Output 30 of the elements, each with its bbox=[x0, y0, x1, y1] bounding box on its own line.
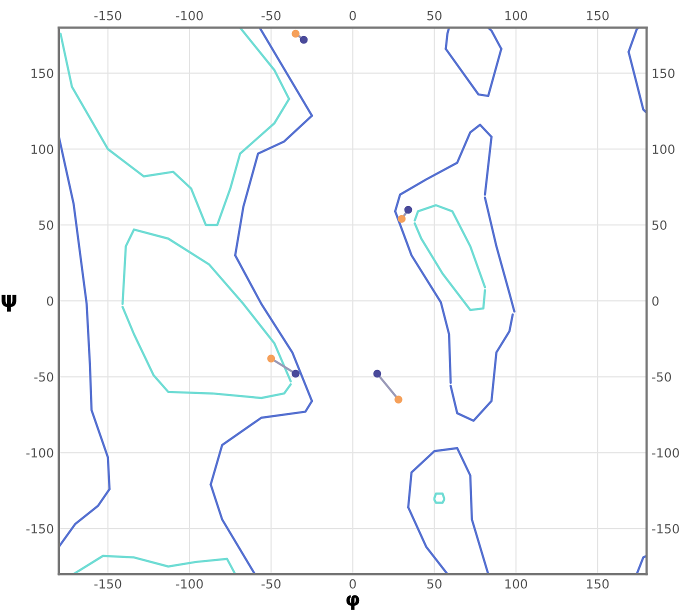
y2-tick-label: -50 bbox=[652, 372, 672, 382]
x-tick-label: 50 bbox=[427, 579, 442, 589]
x-tick-label: -50 bbox=[262, 579, 280, 589]
x-tick-label: 150 bbox=[587, 579, 609, 589]
x2-tick-label: -150 bbox=[94, 10, 122, 20]
y2-tick-label: 0 bbox=[652, 296, 659, 306]
x2-tick-label: -50 bbox=[262, 10, 280, 20]
y-tick-label: -150 bbox=[26, 524, 54, 534]
x-axis-title: φ bbox=[346, 595, 360, 610]
x-tick-label: -100 bbox=[176, 579, 203, 589]
y-tick-label: 100 bbox=[32, 144, 54, 154]
x2-tick-label: 150 bbox=[587, 10, 609, 20]
x2-tick-label: 0 bbox=[350, 10, 356, 20]
y2-tick-label: -100 bbox=[652, 448, 679, 458]
y2-tick-label: -150 bbox=[652, 524, 679, 534]
y-tick-label: 150 bbox=[32, 68, 54, 78]
x-tick-label: -150 bbox=[94, 579, 122, 589]
y-tick-label: -50 bbox=[34, 372, 54, 382]
x-tick-label: 0 bbox=[350, 579, 356, 589]
y2-tick-label: 100 bbox=[652, 144, 674, 154]
y-axis-title: ψ bbox=[2, 294, 16, 312]
y-tick-label: 0 bbox=[46, 296, 54, 306]
x2-tick-label: -100 bbox=[176, 10, 203, 20]
y2-tick-label: 150 bbox=[652, 68, 674, 78]
x2-tick-label: 100 bbox=[505, 10, 528, 20]
x-tick-label: 100 bbox=[505, 579, 528, 589]
y2-tick-label: 50 bbox=[652, 220, 667, 230]
y-tick-label: -100 bbox=[26, 448, 54, 458]
x2-tick-label: 50 bbox=[427, 10, 442, 20]
y-tick-label: 50 bbox=[39, 220, 54, 230]
